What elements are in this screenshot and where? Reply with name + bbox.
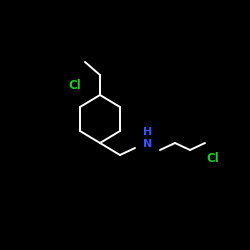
Text: Cl: Cl — [206, 152, 220, 164]
Text: H
N: H N — [144, 127, 152, 149]
Text: Cl: Cl — [68, 78, 82, 92]
